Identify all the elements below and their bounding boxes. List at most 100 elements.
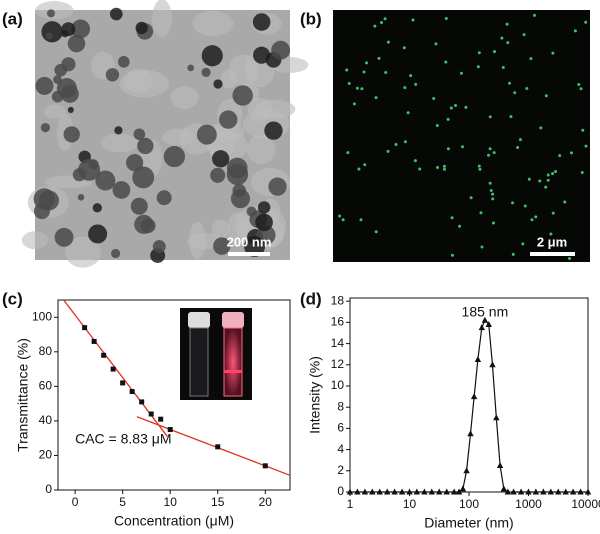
fluorescent-dot xyxy=(394,143,398,147)
particle xyxy=(187,64,195,72)
particle xyxy=(268,177,287,196)
texture xyxy=(44,104,66,119)
fluorescent-dot xyxy=(573,29,577,33)
data-point xyxy=(474,355,482,362)
particle xyxy=(201,45,223,67)
y-tick-label: 2 xyxy=(337,463,344,477)
x-tick-label: 1 xyxy=(347,497,354,511)
texture xyxy=(64,236,102,268)
fluorescent-dot xyxy=(513,91,517,95)
plot-frame xyxy=(57,299,291,491)
data-point xyxy=(478,324,485,331)
data-point xyxy=(346,488,354,495)
fluorescent-dot xyxy=(579,87,583,91)
data-point xyxy=(517,488,525,495)
fluorescent-dot xyxy=(436,166,440,170)
particle xyxy=(246,206,257,217)
fluorescent-dot xyxy=(527,177,531,181)
fluorescent-dot xyxy=(418,167,422,171)
data-point xyxy=(504,488,512,495)
annotation: 185 nm xyxy=(462,304,509,320)
fluorescent-dot xyxy=(491,221,495,225)
particle xyxy=(46,9,55,18)
data-point xyxy=(436,488,443,495)
particle xyxy=(163,145,186,168)
texture xyxy=(211,219,231,240)
data-point xyxy=(577,488,584,495)
data-point xyxy=(129,389,135,395)
fluorescent-dot xyxy=(505,22,509,26)
fluorescent-dot xyxy=(411,18,415,22)
particle xyxy=(253,46,271,64)
fluorescent-dot xyxy=(559,244,563,248)
fluorescent-dot xyxy=(377,56,381,60)
data-point xyxy=(525,488,532,495)
fluorescent-dot xyxy=(508,81,512,85)
particle xyxy=(264,121,283,140)
particle xyxy=(40,123,51,133)
particle xyxy=(54,63,68,77)
fluorescent-dot xyxy=(551,172,555,176)
particle xyxy=(67,106,74,113)
particle xyxy=(134,214,154,234)
cuvette-cap xyxy=(188,312,210,328)
y-tick-label: 6 xyxy=(337,421,344,435)
particle xyxy=(212,150,230,168)
y-tick-label: 16 xyxy=(331,315,345,329)
data-point xyxy=(158,416,164,422)
y-tick-label: 14 xyxy=(331,336,345,350)
data-point xyxy=(459,485,467,492)
particle xyxy=(67,34,86,53)
particle xyxy=(54,227,74,247)
fluorescent-dot xyxy=(489,189,493,193)
fluorescent-dot xyxy=(386,149,390,153)
plot-frame xyxy=(349,297,589,493)
fluorescent-dot xyxy=(383,17,387,21)
fluorescent-dot xyxy=(549,232,553,236)
data-point xyxy=(384,488,391,495)
x-tick-label: 1000 xyxy=(515,497,542,511)
particle xyxy=(71,19,91,39)
fluorescent-dot xyxy=(341,218,345,222)
data-point xyxy=(148,411,154,417)
fluorescent-dot xyxy=(355,86,359,90)
texture xyxy=(152,0,173,38)
fluorescent-dot xyxy=(453,103,457,107)
fluorescent-dot xyxy=(446,117,450,121)
fluorescent-dot xyxy=(488,115,492,119)
particle xyxy=(271,40,291,60)
particle xyxy=(60,84,79,103)
data-point xyxy=(406,488,413,495)
data-point xyxy=(101,352,107,358)
data-point xyxy=(413,488,421,495)
texture xyxy=(192,10,234,37)
y-axis-label: Transmittance (%) xyxy=(15,338,31,452)
data-point xyxy=(493,414,500,421)
fluorescent-dot xyxy=(580,171,584,175)
fluorescent-dot xyxy=(450,216,454,220)
fluorescent-dot xyxy=(523,204,527,208)
x-axis-label: Diameter (nm) xyxy=(424,515,513,531)
particle xyxy=(230,189,251,209)
data-point xyxy=(510,488,517,495)
particle xyxy=(232,85,253,106)
fluorescent-dot xyxy=(501,65,505,69)
texture xyxy=(246,134,276,165)
fluorescent-dot xyxy=(487,153,491,157)
fluorescent-dot xyxy=(491,197,495,201)
particle xyxy=(35,76,54,95)
fluorescent-dot xyxy=(577,82,581,86)
scale-bar xyxy=(530,252,575,256)
data-point xyxy=(467,430,474,437)
fluorescent-dot xyxy=(406,111,410,115)
panel-label: (d) xyxy=(300,289,322,308)
x-tick-label: 20 xyxy=(259,495,273,509)
data-point xyxy=(428,488,435,495)
data-point xyxy=(262,463,268,469)
tem-image xyxy=(21,0,309,268)
fluorescent-dot xyxy=(544,185,548,189)
data-point xyxy=(547,488,554,495)
fluorescent-dot xyxy=(374,230,378,234)
x-tick-label: 10 xyxy=(403,497,417,511)
cuvette xyxy=(189,327,209,397)
